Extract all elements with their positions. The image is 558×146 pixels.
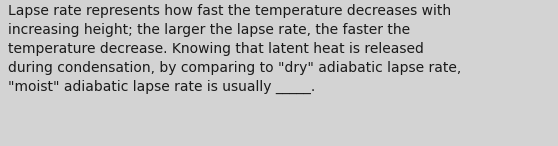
Text: Lapse rate represents how fast the temperature decreases with
increasing height;: Lapse rate represents how fast the tempe… — [8, 4, 461, 94]
